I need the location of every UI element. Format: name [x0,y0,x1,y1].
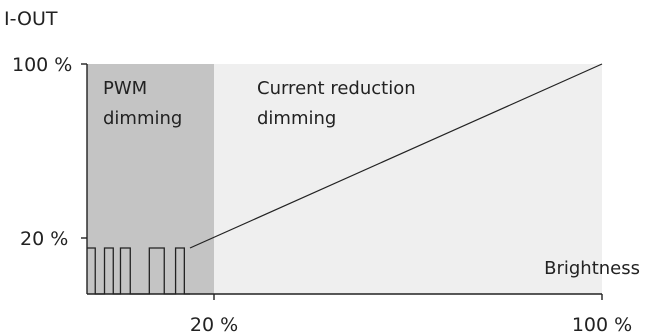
x-axis-label: Brightness [544,258,640,279]
x-tick-label-20: 20 % [190,314,238,336]
current-region-label-line1: Current reduction [257,78,416,99]
x-tick-label-100: 100 % [572,314,632,336]
pwm-dimming-region [87,64,214,294]
current-ramp-line [189,63,603,249]
current-reduction-region [214,64,602,294]
y-tick-label-20: 20 % [20,228,68,250]
y-axis-label: I-OUT [4,8,58,30]
current-region-label-line2: dimming [257,108,336,129]
pwm-square-wave [87,247,190,295]
pwm-region-label-line1: PWM [103,78,147,99]
y-tick-label-100: 100 % [12,54,72,76]
pwm-region-label-line2: dimming [103,108,182,129]
